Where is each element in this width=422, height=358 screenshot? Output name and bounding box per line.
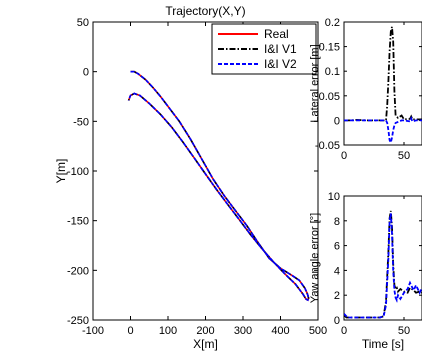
series-group	[127, 70, 310, 302]
y-tick-label: -150	[67, 216, 89, 228]
y-tick-label: -200	[67, 265, 89, 277]
x-tick-label: 500	[309, 325, 327, 337]
series-line-i-i-v1	[127, 70, 310, 302]
x-tick-label: 50	[398, 325, 410, 337]
y-tick-label: 4	[334, 265, 340, 277]
series-group	[344, 26, 422, 145]
series-line-i-i-v2	[344, 115, 422, 145]
series-line-i-i-v2	[344, 213, 422, 319]
x-tick-label: 300	[234, 325, 252, 337]
y-axis-label: Lateral error [m]	[309, 44, 321, 122]
axes-frame	[343, 21, 422, 146]
y-tick-label: 10	[328, 191, 340, 203]
x-tick-label: 50	[398, 150, 410, 162]
y-tick-label: 0	[334, 115, 340, 127]
x-axis-label: Time [s]	[362, 337, 404, 351]
x-tick-label: 0	[341, 150, 347, 162]
y-tick-label: 2	[334, 290, 340, 302]
y-tick-label: -0.05	[315, 140, 340, 152]
legend-entry: I&I V2	[264, 57, 297, 71]
y-tick-label: 0.2	[325, 17, 340, 29]
legend-box	[211, 23, 317, 75]
x-tick-label: -100	[82, 325, 104, 337]
y-tick-label: 0.1	[325, 66, 340, 78]
legend-entry: I&I V1	[264, 42, 297, 56]
series-group	[344, 210, 422, 319]
x-tick-label: 0	[341, 325, 347, 337]
x-tick-label: 200	[196, 325, 214, 337]
x-axis-label: X[m]	[193, 337, 218, 351]
x-tick-label: 0	[127, 325, 133, 337]
y-tick-label: -100	[67, 166, 89, 178]
x-tick-label: 100	[159, 325, 177, 337]
y-tick-label: -50	[73, 116, 89, 128]
plot-2	[343, 195, 422, 321]
y-tick-label: -250	[67, 315, 89, 327]
y-axis-label: Y[m]	[54, 159, 68, 184]
legend-entry: Real	[264, 27, 289, 41]
y-tick-label: 0.15	[319, 42, 340, 54]
y-axis-label: Yaw angle error [°]	[309, 213, 321, 303]
y-tick-label: 0.05	[319, 91, 340, 103]
y-tick-label: 50	[77, 17, 89, 29]
y-tick-label: 8	[334, 216, 340, 228]
x-tick-label: 400	[271, 325, 289, 337]
axes-frame	[343, 195, 422, 321]
chart-title: Trajectory(X,Y)	[165, 4, 245, 18]
y-tick-label: 6	[334, 241, 340, 253]
y-tick-label: 0	[334, 315, 340, 327]
y-tick-label: 0	[83, 67, 89, 79]
plot-1	[343, 21, 422, 146]
